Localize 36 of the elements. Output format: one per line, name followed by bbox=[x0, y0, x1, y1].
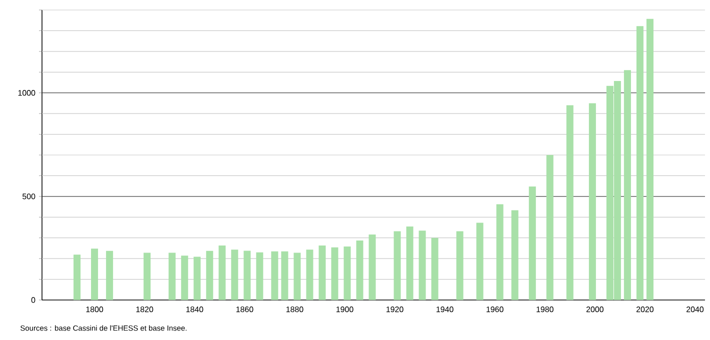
bar bbox=[194, 256, 201, 300]
bar bbox=[168, 252, 176, 300]
bar bbox=[588, 103, 596, 300]
bar bbox=[431, 238, 438, 300]
bar bbox=[476, 222, 484, 300]
bar bbox=[181, 256, 188, 300]
bar bbox=[91, 248, 98, 300]
bar bbox=[456, 231, 464, 300]
bar bbox=[106, 250, 114, 300]
bar bbox=[528, 186, 536, 300]
bar bbox=[418, 230, 426, 300]
bar bbox=[394, 231, 401, 300]
bar bbox=[206, 250, 214, 300]
bar bbox=[646, 18, 654, 300]
bar bbox=[244, 250, 251, 300]
bar bbox=[511, 210, 518, 300]
bar bbox=[356, 240, 364, 300]
bar bbox=[546, 155, 554, 300]
bar bbox=[256, 252, 264, 300]
bar bbox=[624, 70, 631, 300]
bar bbox=[368, 234, 376, 300]
bar bbox=[331, 247, 338, 300]
bar bbox=[271, 251, 278, 300]
bar bbox=[231, 250, 238, 300]
bar bbox=[144, 252, 151, 300]
bar bbox=[496, 204, 504, 300]
bar bbox=[294, 252, 301, 300]
bar bbox=[306, 250, 314, 300]
bar bbox=[318, 246, 326, 300]
bar bbox=[281, 251, 288, 300]
bar bbox=[406, 226, 414, 300]
bar bbox=[74, 254, 81, 300]
bar bbox=[566, 105, 574, 300]
bar bbox=[636, 26, 644, 300]
bar bbox=[344, 246, 351, 300]
bar bbox=[218, 246, 226, 300]
